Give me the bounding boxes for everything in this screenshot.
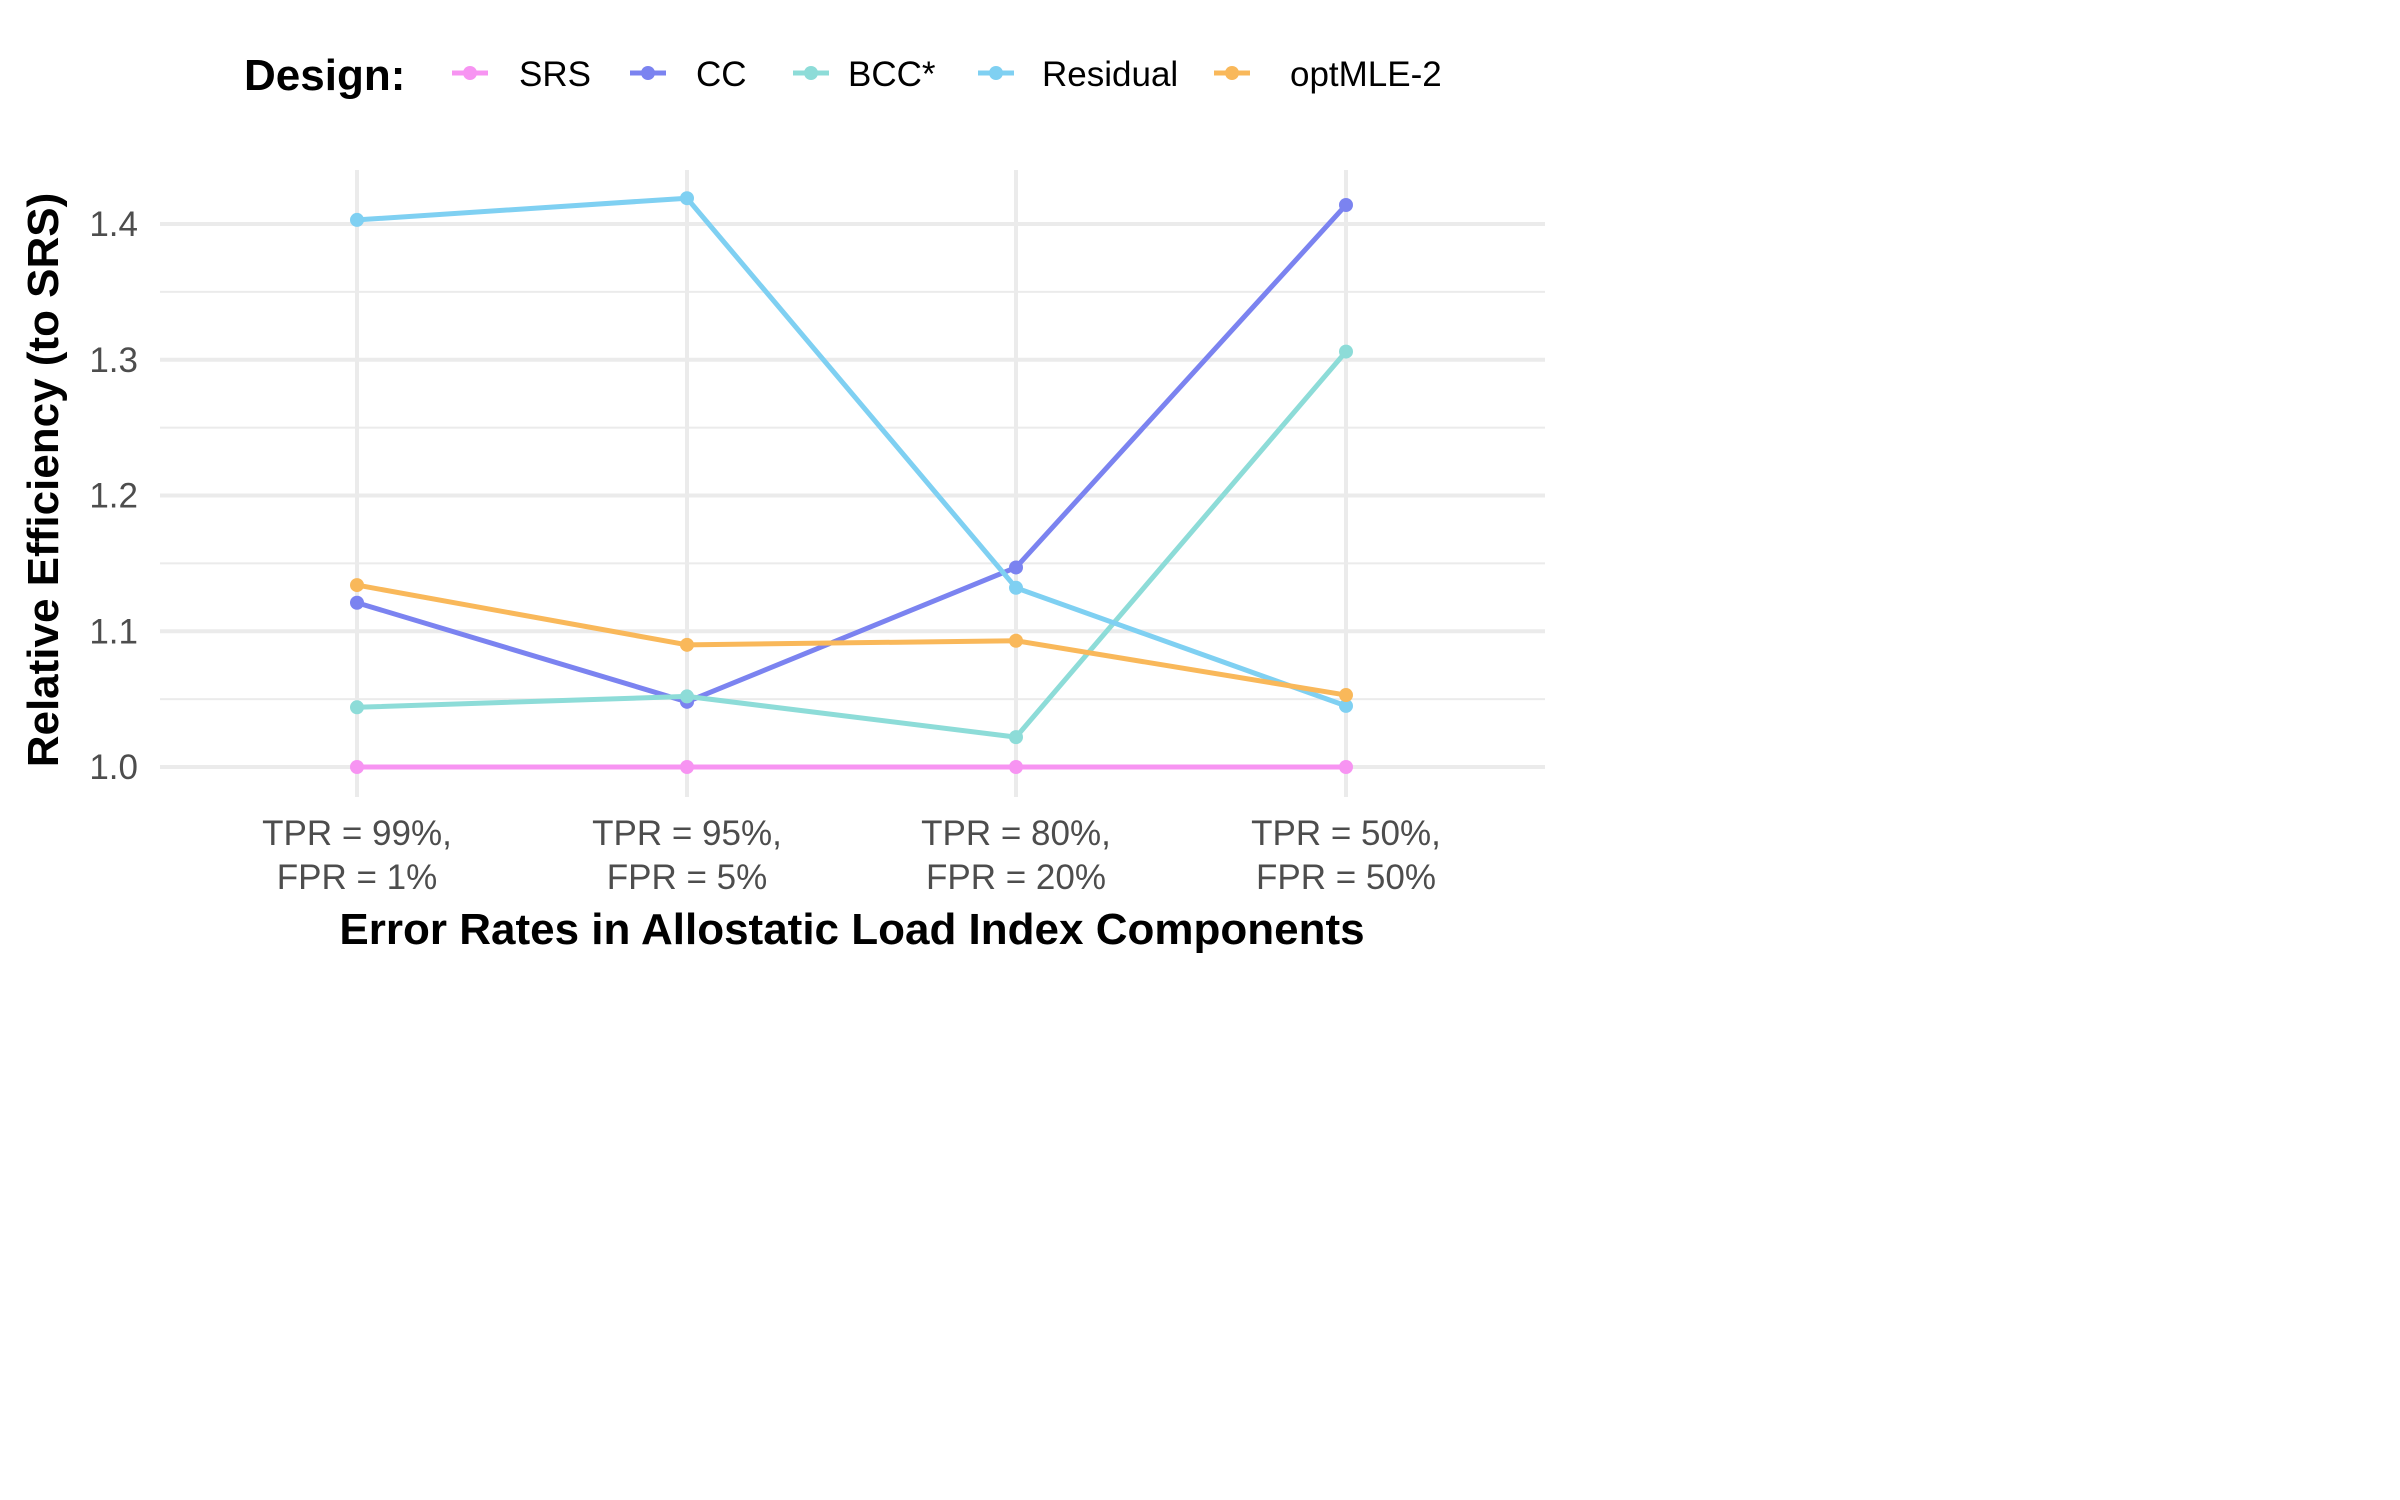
data-point — [1339, 760, 1353, 774]
series-layer — [350, 191, 1353, 774]
x-tick-label: TPR = 95%, FPR = 5% — [592, 814, 782, 897]
series-line — [356, 349, 1348, 740]
x-axis-title: Error Rates in Allostatic Load Index Com… — [339, 905, 1364, 954]
legend-label: SRS — [519, 55, 591, 94]
x-tick-label-line: TPR = 50%, — [1251, 814, 1441, 853]
series-optmle-2 — [350, 578, 1353, 703]
data-point — [350, 578, 364, 593]
data-point — [1009, 560, 1023, 575]
series-bcc- — [350, 344, 1353, 745]
legend-label: Residual — [1042, 55, 1178, 94]
data-point — [1009, 633, 1023, 648]
legend-item: Residual — [978, 55, 1178, 94]
data-point — [1339, 698, 1353, 713]
y-axis-ticks: 1.0 1.1 1.2 1.3 1.4 — [89, 205, 138, 787]
line-chart: 1.01.11.21.31.4 TPR = 99%, FPR = 1%TPR = … — [19, 51, 1545, 954]
y-tick-label: 1.4 — [89, 205, 138, 244]
y-tick-label: 1.2 — [89, 477, 138, 516]
legend: Design: SRS CC BCC* Residual optMLE-2 — [244, 51, 1442, 100]
x-tick-label-line: TPR = 99%, — [262, 814, 452, 853]
series-line — [356, 195, 1347, 709]
legend-key-point — [1225, 66, 1239, 80]
data-point — [1339, 344, 1353, 359]
legend-title: Design: — [244, 51, 405, 100]
data-point — [1009, 730, 1023, 745]
legend-item: SRS — [452, 55, 591, 94]
data-point — [680, 760, 694, 774]
y-axis-title: Relative Efficiency (to SRS) — [19, 193, 68, 768]
x-tick-label: TPR = 80%, FPR = 20% — [921, 814, 1111, 897]
data-point — [680, 191, 694, 206]
x-tick-label-line: FPR = 50% — [1256, 858, 1436, 897]
series-line — [356, 203, 1348, 705]
x-tick-label-line: FPR = 5% — [607, 858, 767, 897]
legend-item: CC — [630, 55, 747, 94]
y-tick-label: 1.3 — [89, 341, 138, 380]
y-tick-label: 1.1 — [89, 612, 138, 651]
data-point — [1339, 197, 1353, 212]
data-point — [680, 689, 694, 704]
legend-key-point — [989, 66, 1003, 80]
series-line — [356, 582, 1347, 698]
data-point — [1009, 580, 1023, 595]
x-tick-label-line: FPR = 1% — [277, 858, 437, 897]
legend-key-point — [463, 66, 477, 80]
x-tick-label-line: TPR = 80%, — [921, 814, 1111, 853]
x-tick-label: TPR = 50%, FPR = 50% — [1251, 814, 1441, 897]
data-point — [680, 637, 694, 652]
series-srs — [350, 760, 1353, 774]
data-point — [1339, 688, 1353, 703]
x-tick-label-line: TPR = 95%, — [592, 814, 782, 853]
legend-key-point — [641, 66, 655, 80]
y-tick-label: 1.0 — [89, 748, 138, 787]
data-point — [350, 760, 364, 774]
legend-item: BCC* — [793, 55, 936, 94]
x-axis-ticks: TPR = 99%, FPR = 1%TPR = 95%, FPR = 5%TPR … — [262, 814, 1441, 897]
data-point — [350, 212, 364, 227]
data-point — [350, 700, 364, 715]
data-point — [350, 595, 364, 610]
x-tick-label: TPR = 99%, FPR = 1% — [262, 814, 452, 897]
legend-key-point — [804, 66, 818, 80]
data-point — [1009, 760, 1023, 774]
legend-label: CC — [696, 55, 747, 94]
x-tick-label-line: FPR = 20% — [926, 858, 1106, 897]
legend-item: optMLE-2 — [1214, 55, 1442, 94]
series-residual — [350, 191, 1353, 713]
legend-label: optMLE-2 — [1290, 55, 1442, 94]
legend-label: BCC* — [848, 55, 936, 94]
